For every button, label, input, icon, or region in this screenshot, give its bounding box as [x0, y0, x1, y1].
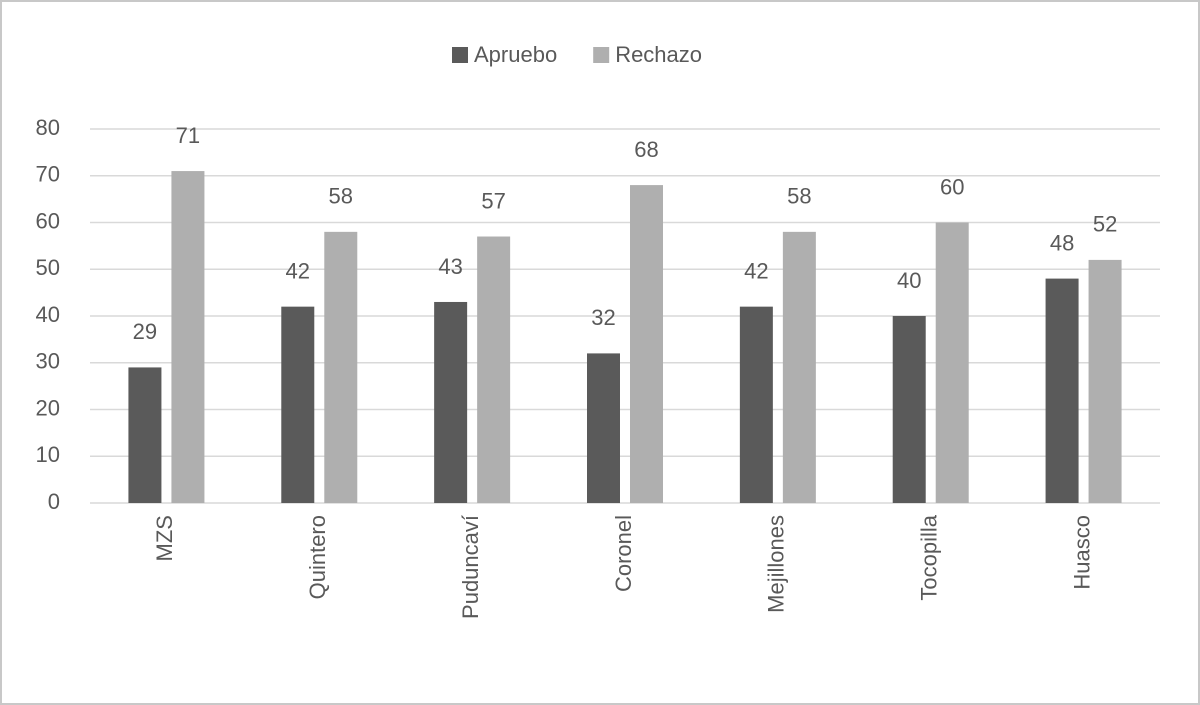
bar	[128, 367, 162, 503]
y-tick-label: 40	[36, 302, 60, 327]
value-label: 57	[481, 188, 505, 213]
legend-label: Apruebo	[474, 42, 557, 67]
legend-label: Rechazo	[615, 42, 702, 67]
y-tick-label: 80	[36, 115, 60, 140]
legend: Apruebo Rechazo	[452, 42, 702, 67]
value-label: 32	[591, 305, 615, 330]
bar	[935, 222, 969, 503]
bar	[892, 316, 926, 503]
value-label: 42	[286, 258, 310, 283]
bar	[477, 236, 511, 503]
bar	[281, 306, 315, 503]
x-tick-label: Quintero	[305, 515, 330, 599]
value-label: 71	[176, 123, 200, 148]
value-label: 48	[1050, 230, 1074, 255]
value-label: 60	[940, 174, 964, 199]
value-label: 29	[133, 319, 157, 344]
y-tick-label: 0	[48, 489, 60, 514]
y-tick-label: 70	[36, 162, 60, 187]
value-label: 58	[787, 184, 811, 209]
x-tick-label: MZS	[152, 515, 177, 561]
bar	[587, 353, 620, 503]
bar	[171, 171, 205, 503]
bar	[1045, 278, 1079, 503]
value-label: 42	[744, 258, 768, 283]
bar	[1088, 259, 1122, 503]
value-label: 43	[438, 254, 462, 279]
x-tick-label: Coronel	[611, 515, 636, 592]
x-tick-label: Mejillones	[764, 515, 789, 613]
y-tick-label: 20	[36, 395, 60, 420]
value-label: 58	[329, 184, 353, 209]
x-tick-label: Tocopilla	[917, 514, 942, 600]
value-label: 52	[1093, 212, 1117, 237]
value-label: 68	[634, 137, 658, 162]
bar	[782, 231, 816, 503]
legend-swatch	[593, 47, 610, 63]
x-tick-label: Huasco	[1069, 515, 1094, 590]
y-tick-label: 50	[36, 255, 60, 280]
x-tick-label: Puduncaví	[458, 515, 483, 619]
value-label: 40	[897, 268, 921, 293]
y-tick-label: 60	[36, 208, 60, 233]
y-tick-label: 10	[36, 442, 60, 467]
bar	[324, 231, 358, 503]
legend-swatch	[452, 47, 468, 63]
bar	[630, 185, 663, 503]
y-tick-label: 30	[36, 349, 60, 374]
bar	[434, 301, 468, 503]
bar	[739, 306, 773, 503]
